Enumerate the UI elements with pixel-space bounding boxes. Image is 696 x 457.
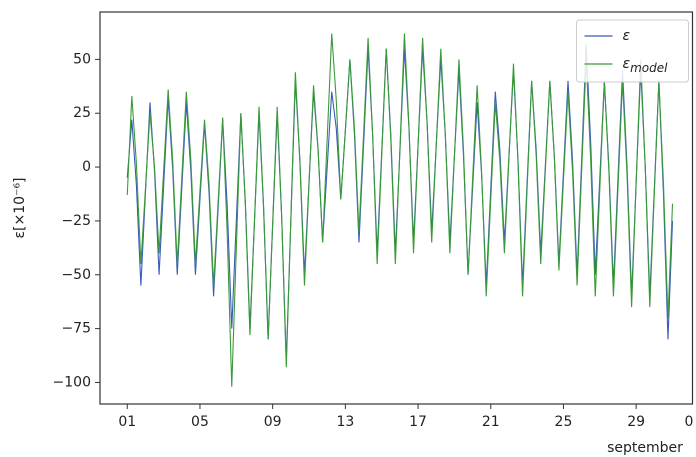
x-tick-label: 05 [191,414,209,430]
y-tick-label: 50 [73,51,91,67]
y-tick-label: −100 [53,374,91,390]
y-tick-label: −25 [61,213,91,229]
x-tick-label: 13 [336,414,354,430]
x-tick-label: 01 [118,414,136,430]
y-axis-label: ε[×10⁻⁶] [12,177,28,238]
legend-label: ε [623,28,631,44]
x-tick-label: 0 [685,414,694,430]
x-tick-label: 25 [555,414,573,430]
x-tick-label: 17 [409,414,427,430]
x-axis-label: september [607,440,683,456]
y-tick-label: −50 [61,267,91,283]
legend-label: εmodel [623,56,669,75]
y-tick-label: 25 [73,105,91,121]
series-line [126,44,674,361]
series-line [126,33,674,387]
x-tick-label: 29 [627,414,645,430]
x-tick-label: 09 [264,414,282,430]
x-tick-label: 21 [482,414,500,430]
y-tick-label: −75 [61,321,91,337]
y-tick-label: 0 [82,159,91,175]
plot-frame [99,11,694,405]
